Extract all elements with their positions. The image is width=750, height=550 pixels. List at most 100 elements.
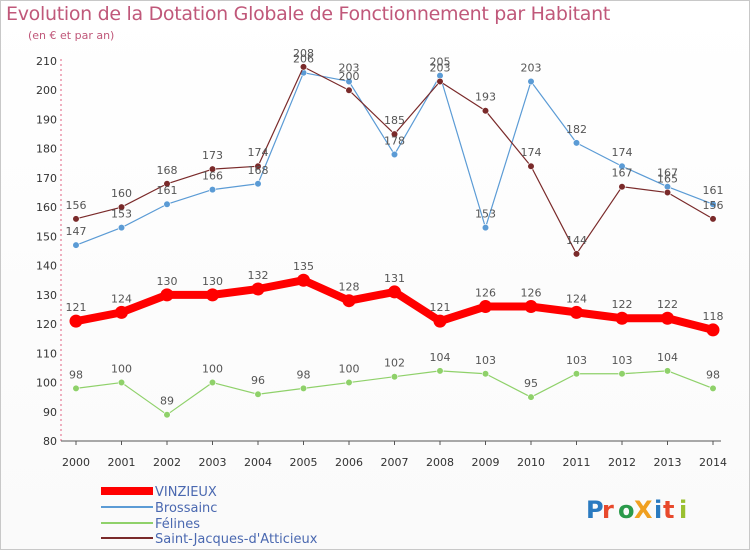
data-point bbox=[436, 77, 444, 86]
data-label: 98 bbox=[297, 368, 311, 381]
data-label: 121 bbox=[430, 301, 451, 314]
data-point bbox=[433, 314, 447, 328]
data-label: 122 bbox=[612, 298, 633, 311]
data-label: 102 bbox=[384, 357, 405, 370]
data-point bbox=[299, 63, 308, 71]
y-tick-label: 210 bbox=[36, 55, 57, 68]
data-point bbox=[254, 390, 262, 398]
data-point bbox=[527, 162, 535, 170]
data-point bbox=[72, 241, 80, 249]
data-point bbox=[661, 311, 674, 325]
data-label: 96 bbox=[251, 374, 265, 387]
data-label: 147 bbox=[66, 225, 87, 238]
data-point bbox=[206, 288, 219, 302]
data-point bbox=[72, 215, 80, 223]
data-point bbox=[570, 305, 583, 319]
x-tick-label: 2010 bbox=[517, 456, 545, 469]
x-tick-label: 2006 bbox=[335, 456, 363, 469]
data-point bbox=[481, 224, 490, 232]
data-label: 121 bbox=[66, 301, 87, 314]
axes: 8090100110120130140150160170180190200210… bbox=[36, 55, 727, 469]
data-point bbox=[527, 77, 535, 86]
x-tick-label: 2004 bbox=[244, 456, 272, 469]
logo-letter: X bbox=[634, 496, 653, 524]
data-point bbox=[618, 183, 626, 191]
data-point bbox=[160, 288, 174, 302]
data-point bbox=[163, 180, 171, 188]
data-point bbox=[527, 393, 535, 401]
data-point bbox=[208, 378, 217, 387]
x-tick-label: 2014 bbox=[699, 456, 727, 469]
data-label: 130 bbox=[157, 275, 178, 288]
data-label: 124 bbox=[111, 292, 132, 305]
data-label: 168 bbox=[157, 164, 178, 177]
data-point bbox=[299, 384, 308, 392]
y-tick-label: 90 bbox=[43, 406, 57, 419]
data-point bbox=[663, 188, 672, 197]
data-label: 156 bbox=[703, 199, 724, 212]
data-point bbox=[618, 370, 626, 378]
y-tick-label: 170 bbox=[36, 172, 57, 185]
data-label: 205 bbox=[430, 56, 451, 69]
chart-title: Evolution de la Dotation Globale de Fonc… bbox=[6, 3, 611, 25]
data-point bbox=[618, 162, 626, 170]
data-labels-layer: 147 153 161 166 168 206 203 178 205 153 203 182 174 1… bbox=[66, 47, 724, 408]
data-point bbox=[390, 373, 399, 381]
x-tick-label: 2003 bbox=[199, 456, 227, 469]
data-label: 182 bbox=[566, 123, 587, 136]
data-point bbox=[345, 77, 353, 86]
data-label: 122 bbox=[657, 298, 678, 311]
series-layer bbox=[69, 63, 720, 419]
y-tick-label: 140 bbox=[36, 260, 57, 273]
data-label: 131 bbox=[384, 272, 405, 285]
data-label: 203 bbox=[521, 61, 542, 74]
legend-label: Félines bbox=[155, 517, 200, 532]
y-tick-label: 150 bbox=[36, 230, 57, 243]
data-label: 153 bbox=[111, 208, 132, 221]
data-point bbox=[345, 378, 353, 387]
x-tick-label: 2009 bbox=[472, 456, 500, 469]
data-label: 98 bbox=[706, 368, 720, 381]
data-point bbox=[479, 300, 492, 314]
data-point bbox=[208, 165, 217, 173]
data-point bbox=[615, 311, 629, 325]
data-point bbox=[709, 200, 717, 208]
data-label: 160 bbox=[111, 187, 132, 200]
logo-letter: i bbox=[654, 496, 662, 524]
data-label: 161 bbox=[703, 184, 724, 197]
data-label: 130 bbox=[202, 275, 223, 288]
data-label: 103 bbox=[475, 354, 496, 367]
data-label: 166 bbox=[202, 170, 223, 183]
data-label: 161 bbox=[157, 184, 178, 197]
logo-letter: P bbox=[586, 496, 604, 524]
legend-label: Saint-Jacques-d'Atticieux bbox=[155, 532, 318, 547]
data-label: 203 bbox=[339, 61, 360, 74]
data-label: 153 bbox=[475, 208, 496, 221]
data-label: 100 bbox=[202, 363, 223, 376]
data-label: 103 bbox=[566, 354, 587, 367]
data-point bbox=[709, 384, 717, 392]
data-label: 178 bbox=[384, 135, 405, 148]
data-label: 118 bbox=[703, 310, 724, 323]
data-point bbox=[663, 367, 672, 375]
data-label: 104 bbox=[657, 351, 678, 364]
data-label: 103 bbox=[612, 354, 633, 367]
data-point bbox=[254, 162, 262, 170]
data-label: 203 bbox=[430, 61, 451, 74]
data-label: 174 bbox=[612, 146, 633, 159]
data-point bbox=[163, 200, 171, 208]
logo-letter: r bbox=[602, 496, 614, 524]
data-point bbox=[208, 186, 217, 194]
x-tick-label: 2001 bbox=[108, 456, 136, 469]
data-label: 100 bbox=[339, 363, 360, 376]
x-tick-label: 2002 bbox=[153, 456, 181, 469]
x-tick-label: 2007 bbox=[381, 456, 409, 469]
data-point bbox=[163, 411, 171, 419]
data-label: 89 bbox=[160, 395, 174, 408]
legend-label: Brossainc bbox=[155, 501, 217, 516]
x-tick-label: 2000 bbox=[62, 456, 90, 469]
data-label: 126 bbox=[475, 287, 496, 300]
data-point bbox=[436, 367, 444, 375]
data-label: 128 bbox=[339, 281, 360, 294]
